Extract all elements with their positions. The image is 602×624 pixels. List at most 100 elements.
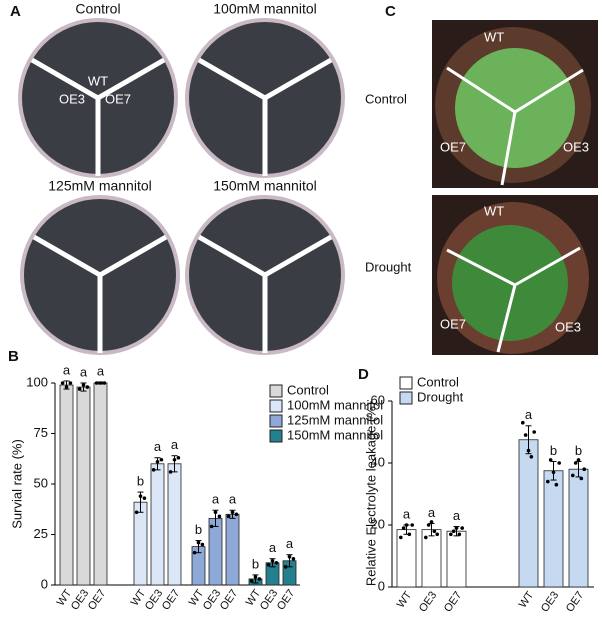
bar — [225, 513, 240, 586]
data-point — [529, 455, 534, 459]
y-tick-label: 75 — [34, 425, 48, 440]
significance-letter: b — [195, 522, 202, 537]
dividers — [30, 57, 333, 353]
panel-label: A — [10, 3, 21, 20]
data-point — [291, 556, 296, 561]
data-point — [98, 381, 103, 385]
genotype-label: OE3 — [59, 91, 85, 106]
legend-label: 150mM mannitol — [287, 427, 383, 442]
data-point — [521, 420, 525, 425]
data-point — [176, 455, 181, 460]
x-tick-label: WT — [395, 589, 415, 610]
legend-label: Drought — [417, 389, 464, 404]
data-point — [64, 385, 69, 389]
bar — [446, 530, 467, 588]
data-point — [77, 387, 82, 391]
bar — [167, 463, 182, 586]
data-point — [209, 524, 214, 529]
data-point — [571, 473, 575, 478]
significance-letter: a — [403, 506, 411, 521]
legend-swatch — [399, 376, 413, 390]
y-tick-label: 0 — [41, 576, 48, 591]
x-tick-label: OE7 — [86, 588, 108, 613]
data-point — [557, 461, 561, 465]
data-point — [454, 526, 459, 530]
genotype-label: OE7 — [440, 139, 466, 154]
data-point — [526, 448, 531, 453]
significance-letter: b — [550, 443, 557, 458]
legend-label: Control — [287, 382, 329, 397]
legend-label: 100mM mannitol — [287, 397, 383, 412]
significance-letter: a — [286, 536, 294, 551]
bar — [133, 501, 148, 586]
data-point — [249, 579, 254, 583]
data-point — [102, 381, 107, 385]
data-point — [429, 520, 434, 524]
significance-letter: a — [269, 540, 277, 555]
plate-title: 100mM mannitol — [213, 1, 317, 17]
data-point — [287, 554, 292, 559]
x-tick-label: OE7 — [564, 590, 586, 615]
data-point — [60, 381, 65, 385]
significance-letter: a — [229, 492, 237, 507]
plate-title: 150mM mannitol — [213, 178, 317, 194]
data-point — [399, 535, 403, 540]
y-tick-label: 100 — [26, 374, 48, 389]
data-point — [168, 470, 173, 474]
bar — [543, 470, 564, 588]
data-point — [579, 476, 584, 481]
data-point — [532, 430, 536, 434]
y-tick-label: 50 — [34, 475, 48, 490]
significance-letter: a — [97, 363, 105, 378]
data-point — [226, 514, 231, 519]
data-point — [424, 535, 428, 540]
data-point — [401, 526, 406, 530]
data-point — [230, 510, 235, 515]
data-point — [151, 468, 156, 472]
legend-swatch — [269, 384, 283, 398]
bar — [568, 468, 589, 588]
data-point — [551, 470, 556, 475]
data-point — [274, 560, 279, 565]
data-point — [573, 461, 578, 465]
plate-title: Control — [75, 1, 120, 17]
condition-label: Drought — [365, 259, 412, 274]
y-tick-label: 25 — [34, 526, 48, 541]
legend-swatch — [399, 391, 413, 405]
significance-letter: a — [63, 362, 71, 377]
legend-label: 125mM mannitol — [287, 412, 383, 427]
panel-label: B — [8, 348, 19, 365]
bar — [518, 439, 539, 588]
y-tick-label: 60 — [371, 392, 385, 407]
significance-letter: a — [212, 492, 220, 507]
data-point — [94, 381, 99, 385]
significance-letter: a — [171, 437, 179, 452]
legend-swatch — [269, 429, 283, 443]
data-point — [426, 523, 431, 527]
plate-title: 125mM mannitol — [48, 178, 152, 194]
x-tick-label: OE3 — [539, 590, 561, 615]
data-point — [257, 577, 262, 581]
data-point — [576, 458, 581, 462]
x-tick-label: OE3 — [258, 588, 280, 613]
bar — [208, 517, 223, 586]
data-point — [155, 459, 160, 464]
x-tick-label: OE7 — [160, 588, 182, 613]
legend-swatch — [269, 414, 283, 428]
data-point — [404, 523, 409, 527]
legend-label: Control — [417, 374, 459, 389]
data-point — [449, 532, 453, 537]
x-tick-label: OE7 — [218, 588, 240, 613]
significance-letter: a — [525, 407, 533, 422]
data-point — [196, 540, 201, 545]
significance-letter: b — [575, 443, 582, 458]
y-tick-label: 40 — [371, 454, 385, 469]
data-point — [407, 532, 412, 537]
genotype-label: OE3 — [555, 319, 581, 334]
pot-photos — [432, 20, 598, 355]
significance-letter: b — [137, 474, 144, 489]
data-point — [410, 523, 415, 527]
panel-label: C — [385, 3, 396, 20]
x-tick-label: OE3 — [69, 588, 91, 613]
bar — [150, 463, 165, 586]
